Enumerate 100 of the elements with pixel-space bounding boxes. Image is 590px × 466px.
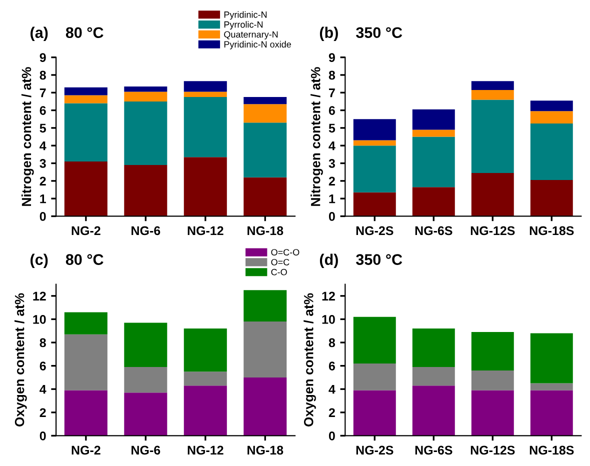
- x-tick-label: NG-6: [132, 446, 160, 455]
- y-tick-label: 0: [328, 432, 335, 440]
- legend-label: Pyridinic-N oxide: [224, 40, 291, 50]
- chart-title: (a) 80 °C: [30, 26, 104, 42]
- x-tick-label: NG-2: [72, 446, 100, 455]
- bar: [412, 130, 455, 137]
- y-tick-label: 0: [40, 212, 46, 221]
- bar: [124, 366, 168, 393]
- bar: [412, 386, 455, 436]
- bar: [412, 366, 455, 386]
- bar: [244, 104, 287, 123]
- x-tick-label: NG-18S: [530, 446, 574, 455]
- x-tick-label: NG-18: [248, 226, 284, 236]
- y-tick-label: 1: [329, 194, 336, 204]
- bar: [353, 119, 396, 140]
- bar: [64, 161, 108, 216]
- bar: [64, 390, 108, 436]
- y-tick-label: 0: [328, 212, 335, 221]
- bar: [412, 136, 455, 188]
- y-tick-label: 7: [329, 88, 335, 98]
- legend-label: C-O: [271, 268, 287, 276]
- y-tick-label: 6: [328, 106, 335, 115]
- bar: [184, 97, 227, 158]
- bar: [184, 92, 227, 98]
- y-tick-label: 3: [328, 159, 335, 168]
- legend-label: Pyrrolic-N: [224, 21, 263, 30]
- bar: [530, 333, 573, 384]
- y-tick-label: 10: [33, 315, 46, 324]
- y-tick-label: 8: [40, 338, 46, 348]
- bar: [412, 187, 455, 216]
- y-tick-label: 12: [322, 292, 335, 300]
- y-tick-label: 5: [40, 124, 46, 133]
- bar: [64, 312, 108, 334]
- y-axis-title: Oxygen content / at%: [304, 293, 316, 427]
- bar: [64, 103, 108, 162]
- y-tick-label: 8: [328, 70, 336, 80]
- bar: [471, 332, 514, 370]
- bar: [184, 81, 227, 92]
- y-tick-label: 2: [328, 408, 335, 417]
- y-tick-label: 4: [328, 385, 336, 394]
- bar: [530, 390, 573, 436]
- x-tick-label: NG-6S: [415, 226, 452, 236]
- bar: [471, 390, 514, 436]
- bar: [471, 370, 514, 390]
- y-axis-title: Oxygen content / at%: [14, 293, 27, 427]
- bar: [353, 316, 396, 364]
- bar: [412, 109, 455, 130]
- bar: [124, 101, 168, 166]
- y-tick-label: 4: [40, 142, 46, 150]
- y-tick-label: 12: [33, 292, 46, 300]
- bar: [353, 146, 396, 192]
- bar: [244, 122, 287, 178]
- bar: [64, 87, 108, 96]
- legend-label: Pyridinic-N: [224, 11, 267, 20]
- x-tick-label: NG-18S: [530, 226, 574, 236]
- x-tick-label: NG-2: [72, 226, 100, 236]
- bar: [412, 328, 455, 367]
- bar: [124, 86, 168, 92]
- bar: [471, 172, 514, 216]
- bar: [530, 124, 573, 180]
- bar: [64, 95, 108, 104]
- bar: [184, 386, 227, 436]
- x-tick-label: NG-12S: [470, 446, 515, 455]
- legend-label: O=C: [271, 258, 290, 266]
- bar: [64, 334, 108, 390]
- y-tick-label: 9: [40, 53, 46, 62]
- bar: [530, 383, 573, 390]
- y-tick-label: 5: [328, 124, 336, 133]
- x-tick-label: NG-2S: [356, 446, 394, 455]
- x-tick-label: NG-6S: [415, 446, 452, 455]
- bar: [353, 140, 396, 146]
- y-tick-label: 10: [322, 315, 335, 324]
- legend-label: Quaternary-N: [224, 31, 278, 40]
- bar: [471, 100, 514, 173]
- bar: [244, 377, 287, 436]
- y-tick-label: 2: [40, 176, 46, 186]
- y-tick-label: 3: [40, 159, 46, 168]
- y-tick-label: 2: [40, 408, 46, 417]
- chart-title: (c) 80 °C: [30, 254, 104, 268]
- y-tick-label: 7: [40, 88, 46, 98]
- bar: [124, 322, 168, 367]
- bar: [124, 92, 168, 102]
- bar: [530, 100, 573, 112]
- x-tick-label: NG-2S: [356, 226, 394, 236]
- x-tick-label: NG-12: [188, 226, 224, 236]
- chart-title: (b) 350 °C: [320, 26, 402, 42]
- y-tick-label: 4: [328, 142, 336, 150]
- bar: [244, 177, 287, 216]
- y-axis-title: Nitrogen content / at%: [21, 67, 34, 206]
- y-tick-label: 1: [40, 194, 46, 204]
- y-tick-label: 6: [40, 362, 46, 370]
- y-tick-label: 9: [328, 53, 335, 62]
- y-tick-label: 8: [40, 70, 46, 80]
- y-tick-label: 2: [328, 176, 335, 186]
- bar: [184, 328, 227, 372]
- legend-label: O=C-O: [271, 249, 300, 256]
- bar: [353, 192, 396, 216]
- bar: [244, 97, 287, 104]
- chart-title: (d) 350 °C: [320, 254, 402, 268]
- y-axis-title: Nitrogen content / at%: [310, 67, 323, 206]
